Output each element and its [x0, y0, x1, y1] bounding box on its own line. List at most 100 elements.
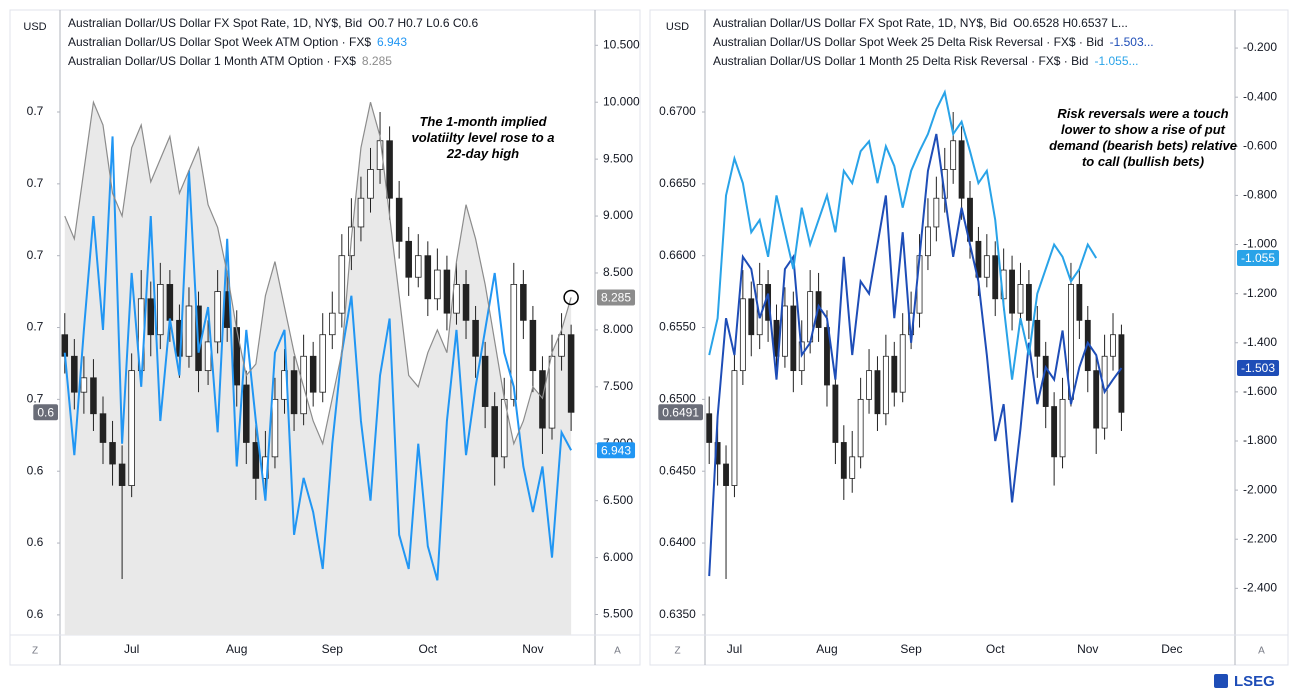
candle-body	[414, 255, 422, 278]
candle-body	[1110, 334, 1116, 357]
candle-body	[874, 370, 881, 415]
candle-body	[706, 413, 713, 443]
series-line	[708, 133, 1123, 577]
y-tick-label: 0.6450	[659, 463, 696, 477]
candle-body	[925, 226, 931, 257]
candle-body	[338, 255, 346, 314]
y2-tick-label: -1.000	[1243, 237, 1277, 251]
y-tick-label: 0.6700	[659, 104, 696, 118]
candle-body	[731, 370, 738, 486]
x-tick-label: Aug	[226, 642, 247, 656]
x-tick-label: Dec	[1161, 642, 1182, 656]
legend-value: -1.503...	[1110, 35, 1154, 49]
x-tick-label: Jul	[124, 642, 139, 656]
corner-label: A	[614, 646, 621, 657]
brand: LSEG	[1234, 673, 1275, 690]
x-tick-label: Sep	[322, 642, 344, 656]
corner-label: Z	[32, 646, 38, 657]
candle-body	[992, 255, 999, 300]
y2-tick-label: 5.500	[603, 607, 633, 621]
candle-body	[899, 334, 906, 393]
x-tick-label: Nov	[1077, 642, 1098, 656]
y2-tick-label: -0.200	[1243, 40, 1277, 54]
y2-tick-label: -1.200	[1243, 286, 1277, 300]
y2-tick-label: 9.000	[603, 208, 633, 222]
candle-body	[723, 463, 729, 486]
candle-body	[157, 284, 164, 336]
x-tick-label: Nov	[522, 642, 543, 656]
candle-body	[882, 355, 889, 415]
candle-body	[529, 319, 537, 372]
candle-body	[739, 298, 746, 372]
y-tick-label: 0.7	[27, 104, 44, 118]
candle-body	[99, 413, 107, 443]
legend-name: Australian Dollar/US Dollar Spot Week 25…	[713, 35, 1104, 49]
candle-body	[434, 269, 441, 300]
candle-body	[329, 312, 336, 336]
last-value-badge: 6.943	[601, 443, 631, 457]
y2-tick-label: -1.600	[1243, 384, 1277, 398]
unit-label: USD	[666, 21, 689, 33]
corner-label: Z	[674, 646, 680, 657]
candle-body	[891, 355, 898, 393]
candle-body	[958, 140, 965, 199]
candle-body	[424, 255, 432, 300]
y2-tick-label: 9.500	[603, 151, 633, 165]
candle-body	[849, 456, 856, 479]
candle-body	[243, 384, 250, 443]
x-tick-label: Oct	[986, 642, 1005, 656]
last-value-badge: -1.503	[1241, 361, 1275, 375]
candle-body	[90, 377, 97, 415]
candle-body	[80, 377, 88, 393]
last-value-badge-bg	[597, 442, 636, 459]
candle-body	[252, 442, 260, 479]
y-tick-label: 0.6350	[659, 607, 696, 621]
unit-label: USD	[23, 21, 46, 33]
y-tick-label: 0.6	[27, 463, 44, 477]
candle-body	[983, 255, 990, 278]
y2-tick-label: 8.000	[603, 322, 633, 336]
candle-body	[185, 305, 193, 357]
candle-body	[824, 327, 830, 386]
legend-value: 8.285	[362, 54, 392, 68]
y2-tick-label: 6.000	[603, 550, 633, 564]
candle-body	[319, 334, 326, 393]
candle-body	[548, 355, 556, 429]
candle-body	[395, 197, 403, 242]
candle-body	[290, 370, 298, 415]
candle-body	[567, 334, 575, 413]
candle-body	[386, 140, 393, 199]
candle-body	[472, 319, 479, 357]
corner-label: A	[1258, 646, 1265, 657]
y2-tick-label: -2.400	[1243, 581, 1277, 595]
y-tick-label: 0.6550	[659, 320, 696, 334]
candle-body	[128, 370, 135, 486]
y-tick-label: 0.7	[27, 248, 44, 262]
brand-icon	[1214, 674, 1228, 688]
series-line	[63, 136, 572, 581]
candle-body	[1025, 284, 1032, 321]
candle-body	[1009, 269, 1015, 314]
candle-body	[866, 370, 872, 400]
candle-body	[933, 197, 940, 228]
legend-value: 6.943	[377, 35, 407, 49]
candle-body	[1051, 406, 1058, 458]
candle-body	[481, 355, 489, 407]
panel-frame	[649, 9, 1289, 666]
y2-tick-label: -0.800	[1243, 188, 1277, 202]
last-price-badge: 0.6	[37, 405, 54, 419]
candle-body	[147, 298, 155, 336]
candle-body	[1017, 284, 1024, 314]
last-value-badge-bg	[1237, 250, 1280, 267]
candle-body	[367, 169, 374, 199]
candle-body	[233, 327, 241, 386]
candle-body	[357, 197, 365, 228]
candle-body	[857, 398, 864, 458]
series-line	[64, 99, 572, 446]
candle-body	[840, 442, 847, 479]
y2-tick-label: -0.600	[1243, 138, 1277, 152]
candle-body	[214, 291, 221, 343]
annotation: The 1-month implied volatiilty level ros…	[411, 114, 555, 161]
y-tick-label: 0.7	[27, 320, 44, 334]
